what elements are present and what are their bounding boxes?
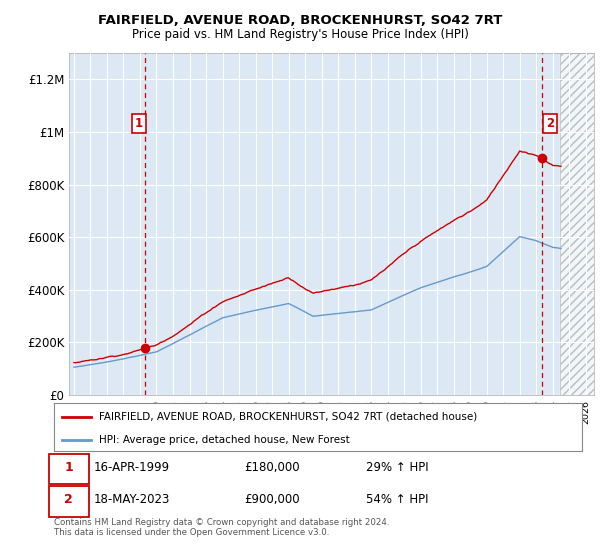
Text: 54% ↑ HPI: 54% ↑ HPI [365, 493, 428, 506]
Text: 1: 1 [135, 117, 143, 130]
Bar [560, 53, 594, 395]
Text: 16-APR-1999: 16-APR-1999 [94, 461, 170, 474]
Text: HPI: Average price, detached house, New Forest: HPI: Average price, detached house, New … [99, 435, 350, 445]
Text: 29% ↑ HPI: 29% ↑ HPI [365, 461, 428, 474]
Bar [560, 53, 594, 395]
Text: Price paid vs. HM Land Registry's House Price Index (HPI): Price paid vs. HM Land Registry's House … [131, 28, 469, 41]
Text: FAIRFIELD, AVENUE ROAD, BROCKENHURST, SO42 7RT (detached house): FAIRFIELD, AVENUE ROAD, BROCKENHURST, SO… [99, 412, 477, 422]
Text: £900,000: £900,000 [244, 493, 300, 506]
Text: 2: 2 [64, 493, 73, 506]
Text: 1: 1 [64, 461, 73, 474]
Text: £180,000: £180,000 [244, 461, 300, 474]
Text: FAIRFIELD, AVENUE ROAD, BROCKENHURST, SO42 7RT: FAIRFIELD, AVENUE ROAD, BROCKENHURST, SO… [98, 14, 502, 27]
FancyBboxPatch shape [49, 486, 89, 516]
Text: 2: 2 [546, 117, 554, 130]
FancyBboxPatch shape [49, 454, 89, 484]
Text: 18-MAY-2023: 18-MAY-2023 [94, 493, 170, 506]
Text: Contains HM Land Registry data © Crown copyright and database right 2024.
This d: Contains HM Land Registry data © Crown c… [54, 518, 389, 538]
